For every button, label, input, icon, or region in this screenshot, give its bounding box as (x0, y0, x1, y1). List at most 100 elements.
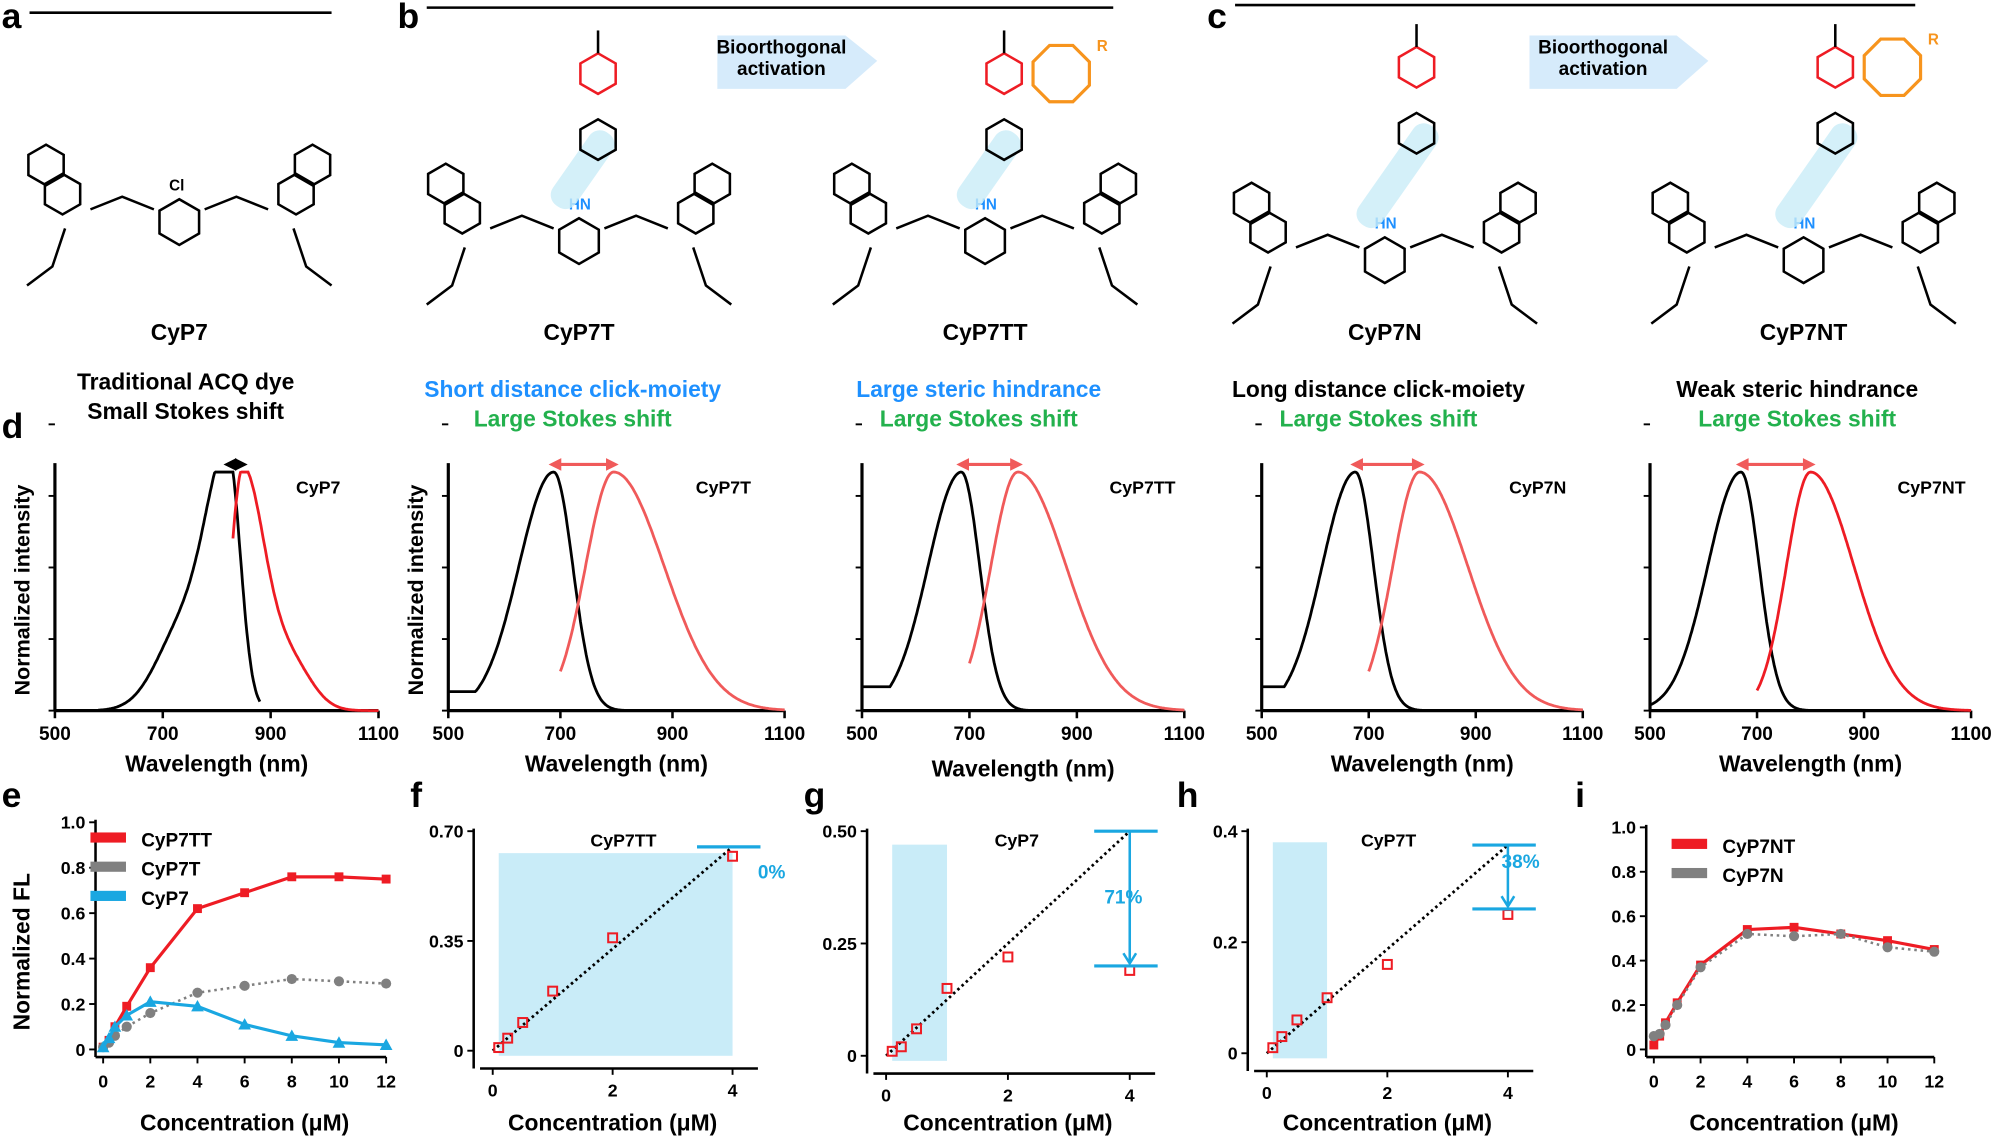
data-point (502, 1032, 514, 1044)
x-tick-label: 2 (1382, 1083, 1392, 1103)
data-point (517, 1017, 529, 1028)
y-tick-label: 0 (454, 1041, 464, 1061)
peg-chain (1916, 266, 1957, 325)
x-tick-label: 8 (1836, 1072, 1846, 1092)
legend-swatch (1671, 867, 1708, 879)
x-tick-label: 900 (1061, 724, 1093, 745)
naphthyl-ring (293, 143, 332, 187)
naphthyl-ring (1099, 162, 1138, 206)
data-point (1672, 999, 1683, 1011)
chart-title: CyP7T (1361, 830, 1416, 850)
data-point (941, 982, 953, 994)
polymethine-chain (1295, 233, 1360, 249)
peg-chain (425, 247, 467, 306)
panel-letter-f: f (410, 775, 422, 815)
x-tick-label: 2 (1696, 1072, 1706, 1092)
indole-ring (277, 172, 315, 216)
x-axis-label: Concentration (μM) (1689, 1110, 1898, 1136)
cyclohexene-ring (1363, 235, 1406, 285)
data-point (547, 985, 559, 997)
y-tick-label: 0.50 (822, 822, 857, 842)
x-tick-label: 12 (376, 1072, 396, 1092)
panel-letter-c: c (1207, 0, 1227, 36)
r-group-label: R (1928, 31, 1939, 48)
y-tick-label: 0.35 (429, 931, 464, 951)
data-point (238, 1018, 251, 1030)
data-point (334, 872, 344, 882)
data-point (191, 999, 204, 1012)
x-tick-label: 1100 (1164, 724, 1205, 745)
y-tick-label: 0.70 (429, 822, 464, 842)
x-tick-label: 1100 (1562, 724, 1603, 745)
x-tick-label: 4 (1125, 1085, 1135, 1105)
naphthyl-ring (426, 162, 465, 206)
arrowhead (1500, 895, 1516, 909)
linear-fit-line (885, 830, 1131, 1057)
x-tick-label: 10 (329, 1072, 349, 1092)
spectrum-absorption (861, 470, 1051, 713)
panel-letter-e: e (2, 775, 22, 815)
indole-ring (676, 191, 715, 235)
data-point (607, 932, 619, 944)
atom-label: Cl (169, 177, 184, 194)
arrowhead (223, 458, 237, 471)
x-tick-label: 500 (1634, 724, 1666, 745)
linear-fit-line (1265, 844, 1509, 1055)
phenyl-ring (1816, 111, 1855, 156)
legend-swatch (90, 861, 126, 872)
spectrum-absorption (448, 470, 645, 713)
data-point (143, 995, 157, 1007)
x-tick-label: 1100 (1950, 724, 1991, 745)
pyridazine-ring (985, 51, 1024, 96)
activation-arrow (717, 35, 878, 89)
naphthyl-ring (693, 162, 732, 206)
legend-label: CyP7 (141, 889, 189, 910)
x-tick-label: 6 (240, 1072, 250, 1092)
x-tick-label: 700 (1741, 724, 1773, 745)
spectrum-emission (1367, 470, 1583, 712)
series-line-CyP7NT (1652, 925, 1935, 1046)
x-tick-label: 4 (728, 1080, 738, 1100)
data-point (287, 872, 297, 882)
x-tick-label: 900 (255, 724, 287, 745)
x-tick-label: 500 (846, 724, 878, 745)
compound-description: Small Stokes shift (87, 398, 284, 424)
x-axis-label: Wavelength (nm) (1331, 751, 1514, 777)
spectrum-emission (1755, 470, 1972, 712)
x-tick-label: 12 (1924, 1072, 1944, 1092)
compound-description: Short distance click-moiety (424, 376, 721, 402)
x-axis-label: Wavelength (nm) (125, 751, 308, 777)
pyridazine-ring (1816, 45, 1855, 90)
x-axis-label: Concentration (μM) (1283, 1110, 1492, 1136)
series-title: CyP7NT (1897, 478, 1965, 498)
y-tick-label: 0.2 (1611, 995, 1636, 1015)
data-point (121, 1021, 132, 1032)
x-tick-label: 500 (39, 724, 71, 745)
data-point (1695, 962, 1706, 973)
linear-fit-line (491, 845, 734, 1052)
arrow-label: Bioorthogonal (716, 37, 846, 58)
x-tick-label: 700 (954, 724, 986, 745)
x-tick-label: 0 (1262, 1083, 1272, 1103)
y-tick-label: 0 (76, 1040, 86, 1060)
panel-letter-g: g (804, 775, 826, 815)
x-tick-label: 0 (881, 1085, 891, 1105)
x-tick-label: 500 (432, 724, 464, 745)
concentration-range-shade (1272, 842, 1328, 1059)
spectrum-emission (231, 470, 379, 713)
y-tick-label: 0.6 (61, 903, 86, 923)
data-point (1742, 928, 1753, 940)
data-point (1788, 931, 1800, 942)
panel-letter-d: d (2, 406, 24, 446)
chart-title: CyP7TT (590, 830, 656, 850)
compound-name: CyP7TT (943, 319, 1028, 345)
arrowhead (1735, 458, 1749, 471)
legend-swatch (90, 890, 126, 901)
naphthyl-ring (1917, 181, 1956, 225)
series-line-CyP7 (101, 1000, 387, 1049)
x-tick-label: 4 (1503, 1083, 1513, 1103)
data-point (122, 1001, 132, 1011)
linker-highlight (1775, 123, 1858, 229)
data-point (108, 1020, 122, 1032)
legend-label: CyP7TT (141, 830, 212, 851)
